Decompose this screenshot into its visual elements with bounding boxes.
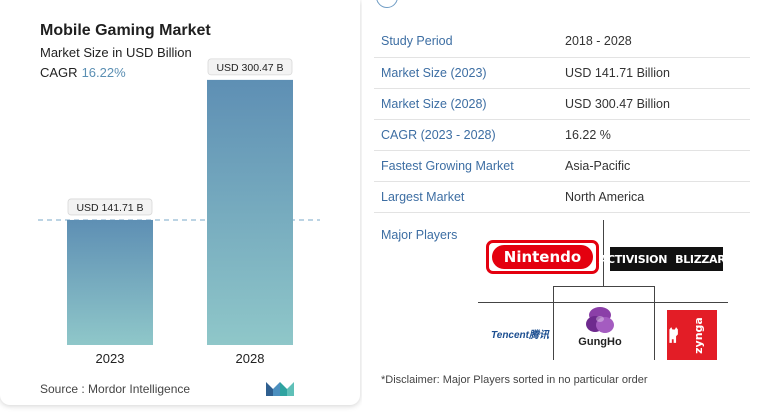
data-label: USD 300.47 B [216, 62, 283, 74]
gungho-logo-text: GungHo [578, 335, 622, 348]
table-row: Market Size (2023) USD 141.71 Billion [374, 57, 750, 89]
row-label: Fastest Growing Market [374, 150, 560, 182]
logo-grid-divider [553, 286, 554, 360]
table-row: Study Period 2018 - 2028 [374, 26, 750, 58]
row-value: 2018 - 2028 [560, 26, 750, 58]
disclaimer-text: *Disclaimer: Major Players sorted in no … [381, 374, 648, 386]
nintendo-logo: Nintendo [486, 240, 599, 274]
zynga-logo-text: zynga [692, 316, 706, 354]
major-players-label: Major Players [381, 228, 458, 242]
row-value: USD 300.47 Billion [560, 88, 750, 120]
row-label: Market Size (2023) [374, 57, 560, 89]
tencent-logo: Tencent腾讯 [491, 329, 549, 341]
activision-text: ACTIVISION [598, 252, 668, 266]
bar-2023 [67, 219, 153, 345]
table-row: Largest Market North America [374, 181, 750, 213]
data-label-box [67, 198, 153, 216]
chart-subtitle: Market Size in USD Billion [40, 45, 192, 60]
table-row: CAGR (2023 - 2028) 16.22 % [374, 119, 750, 151]
x-tick-label: 2028 [236, 351, 265, 366]
bar-2028 [207, 79, 293, 346]
row-label: Largest Market [374, 181, 560, 213]
activision-blizzard-logo: ACTIVISION BLIZZARD [599, 247, 735, 271]
source-text: Source : Mordor Intelligence [40, 382, 191, 396]
cagr-label: CAGR [40, 65, 78, 80]
logo-grid-divider [603, 220, 604, 286]
mordor-intelligence-logo-icon [266, 382, 294, 396]
table-row: Market Size (2028) USD 300.47 Billion [374, 88, 750, 120]
zynga-logo: zynga [667, 310, 717, 360]
chart-title: Mobile Gaming Market [40, 22, 211, 39]
data-label-box [207, 58, 293, 76]
row-value: Asia-Pacific [560, 150, 750, 182]
table-row: Fastest Growing Market Asia-Pacific [374, 150, 750, 182]
nintendo-logo-text: Nintendo [492, 245, 593, 269]
data-label: USD 141.71 B [76, 202, 143, 214]
logo-grid-divider [553, 286, 654, 287]
market-info-table: Study Period 2018 - 2028 Market Size (20… [374, 26, 750, 213]
row-value: 16.22 % [560, 119, 750, 151]
row-label: CAGR (2023 - 2028) [374, 119, 560, 151]
logo-grid-divider [478, 302, 728, 303]
zynga-dog-icon [669, 327, 678, 343]
x-tick-label: 2023 [96, 351, 125, 366]
row-value: USD 141.71 Billion [560, 57, 750, 89]
logo-grid-divider [654, 286, 655, 360]
row-label: Market Size (2028) [374, 88, 560, 120]
row-value: North America [560, 181, 750, 213]
gungho-logo: GungHo [560, 300, 640, 352]
cagr-line: CAGR 16.22% [40, 65, 126, 80]
market-size-bar-chart: USD 141.71 B 2023 USD 300.47 B 2028 [38, 58, 320, 366]
cagr-value: 16.22% [81, 65, 126, 80]
blizzard-text: BLIZZARD [675, 252, 735, 266]
row-label: Study Period [374, 26, 560, 58]
market-size-card: USD 141.71 B 2023 USD 300.47 B 2028 Mobile … [0, 0, 360, 405]
gungho-emblem-icon [586, 306, 614, 333]
